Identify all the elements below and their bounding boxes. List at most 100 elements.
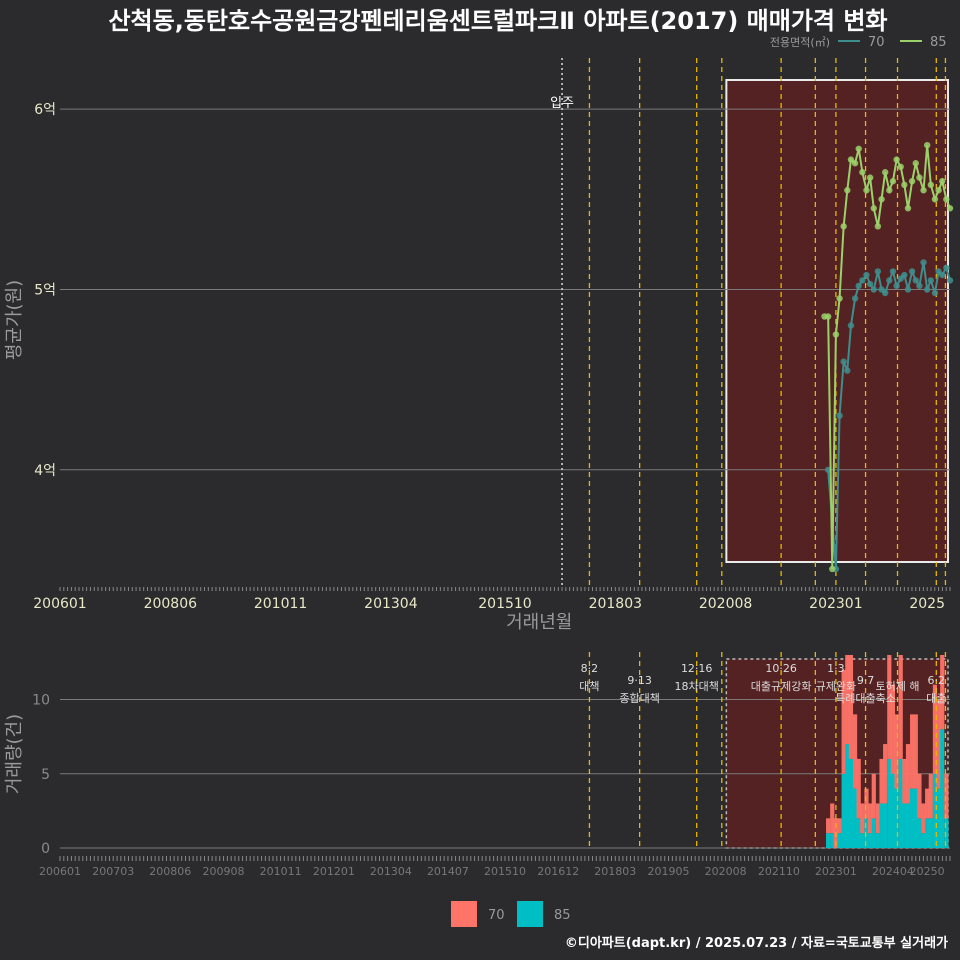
volume-y-tick-label: 10 bbox=[32, 693, 50, 709]
policy-date-label: 12·16 bbox=[681, 662, 713, 675]
policy-name-label: 대책 bbox=[579, 680, 599, 693]
price-point-85 bbox=[847, 156, 855, 163]
volume-bar-85 bbox=[902, 803, 907, 848]
price-legend-title: 전용면적(㎡) bbox=[770, 36, 830, 49]
price-point-85 bbox=[893, 156, 900, 163]
price-point-70 bbox=[908, 268, 916, 275]
price-x-tick-label: 201304 bbox=[364, 596, 418, 612]
price-point-70 bbox=[840, 358, 847, 365]
volume-x-tick-label: 200601 bbox=[39, 865, 81, 878]
volume-chart: 0 5 10 8·2 대책 9·13 종합대책 12·16 18차대책 10·26 대출규제강화 1·… bbox=[4, 652, 951, 927]
price-point-85 bbox=[832, 331, 840, 338]
volume-bar-85 bbox=[868, 833, 873, 848]
volume-legend-swatch-85 bbox=[517, 901, 543, 927]
volume-bar-85 bbox=[848, 758, 854, 848]
policy-name-label: 대출규제강화 bbox=[751, 680, 812, 693]
volume-bar-70 bbox=[879, 758, 884, 804]
volume-bar-70 bbox=[856, 758, 861, 819]
price-point-70 bbox=[946, 277, 954, 284]
price-point-70 bbox=[904, 286, 912, 293]
policy-name-label: 종합대책 bbox=[619, 692, 659, 705]
price-point-85 bbox=[829, 565, 836, 573]
price-point-85 bbox=[855, 145, 862, 152]
occupancy-label: 입주 bbox=[550, 96, 574, 111]
policy-date-label: 6·2 bbox=[928, 674, 946, 687]
price-point-70 bbox=[889, 268, 897, 275]
policy-name-label: 토허제 해 bbox=[876, 679, 920, 693]
volume-bar-85 bbox=[837, 833, 842, 848]
volume-bar-70 bbox=[925, 788, 930, 819]
volume-bar-70 bbox=[894, 714, 899, 789]
volume-bar-85 bbox=[883, 803, 888, 848]
price-point-70 bbox=[863, 271, 870, 279]
policy-date-label: 9·13 bbox=[627, 674, 652, 687]
price-x-tick-label: 200601 bbox=[33, 596, 86, 612]
volume-bar-85 bbox=[917, 818, 922, 848]
price-point-85 bbox=[863, 187, 870, 194]
price-point-85 bbox=[908, 178, 916, 185]
price-x-tick-label: 202301 bbox=[809, 596, 862, 612]
price-point-85 bbox=[840, 223, 847, 230]
policy-date-label: 9·7 bbox=[857, 674, 875, 687]
price-point-85 bbox=[859, 169, 866, 176]
volume-x-tick-label: 200908 bbox=[203, 865, 245, 878]
volume-bar-85 bbox=[852, 788, 858, 848]
volume-x-tick-label: 202110 bbox=[758, 865, 800, 878]
volume-bar-85 bbox=[898, 758, 903, 848]
volume-legend-label-85: 85 bbox=[554, 908, 571, 923]
volume-bar-70 bbox=[830, 803, 835, 834]
price-point-70 bbox=[859, 277, 866, 284]
volume-x-tick-label: 202008 bbox=[705, 865, 747, 878]
volume-bar-70 bbox=[826, 818, 831, 834]
price-x-tick-label: 201011 bbox=[254, 596, 307, 612]
volume-bar-85 bbox=[860, 833, 865, 848]
price-point-85 bbox=[824, 313, 832, 320]
price-point-85 bbox=[943, 196, 950, 203]
volume-bar-70 bbox=[875, 803, 880, 834]
policy-name-label: 특례대출축소 bbox=[835, 692, 896, 705]
volume-bar-70 bbox=[848, 655, 854, 759]
price-y-axis-title: 평균가(원) bbox=[4, 280, 25, 360]
volume-bar-85 bbox=[940, 729, 945, 848]
price-point-70 bbox=[923, 286, 931, 293]
volume-bar-85 bbox=[856, 818, 861, 848]
volume-bar-70 bbox=[932, 684, 938, 774]
price-point-85 bbox=[923, 141, 931, 149]
volume-x-tick-label: 20250 bbox=[910, 865, 945, 878]
price-point-85 bbox=[920, 187, 927, 194]
volume-bar-85 bbox=[887, 758, 892, 848]
policy-date-label: 10·26 bbox=[765, 662, 797, 675]
volume-bar-70 bbox=[890, 684, 896, 774]
volume-bar-85 bbox=[826, 833, 831, 848]
volume-bar-85 bbox=[864, 818, 869, 848]
volume-bar-70 bbox=[898, 655, 903, 759]
volume-bar-85 bbox=[928, 818, 933, 848]
footer-source: ©디아파트(dapt.kr) / 2025.07.23 / 자료=국토교통부 실… bbox=[565, 935, 948, 951]
volume-x-tick-label: 201304 bbox=[370, 865, 412, 878]
volume-y-tick-label: 0 bbox=[41, 841, 50, 857]
volume-bar-70 bbox=[902, 758, 907, 804]
price-point-85 bbox=[912, 160, 919, 167]
price-x-axis-title: 거래년월 bbox=[506, 612, 572, 633]
volume-bar-70 bbox=[883, 744, 888, 804]
volume-y-tick-label: 5 bbox=[41, 767, 50, 783]
volume-bar-70 bbox=[845, 655, 850, 745]
price-point-70 bbox=[920, 259, 927, 266]
volume-x-tick-label: 201905 bbox=[648, 865, 690, 878]
policy-date-label: 8·2 bbox=[581, 662, 599, 675]
price-point-70 bbox=[866, 280, 874, 288]
volume-x-tick-label: 201011 bbox=[260, 865, 302, 878]
volume-bar-85 bbox=[830, 833, 835, 848]
price-y-tick-label: 5억 bbox=[34, 282, 56, 298]
volume-bar-70 bbox=[905, 744, 911, 804]
volume-bar-85 bbox=[910, 788, 915, 848]
volume-x-tick-label: 202404 bbox=[872, 865, 914, 878]
price-point-70 bbox=[874, 268, 882, 275]
price-x-tick-label: 2025 bbox=[909, 596, 945, 612]
volume-bar-70 bbox=[917, 773, 922, 819]
price-point-70 bbox=[931, 289, 939, 297]
volume-bar-70 bbox=[910, 714, 915, 789]
price-line-85 bbox=[824, 145, 951, 569]
price-point-85 bbox=[886, 187, 893, 194]
